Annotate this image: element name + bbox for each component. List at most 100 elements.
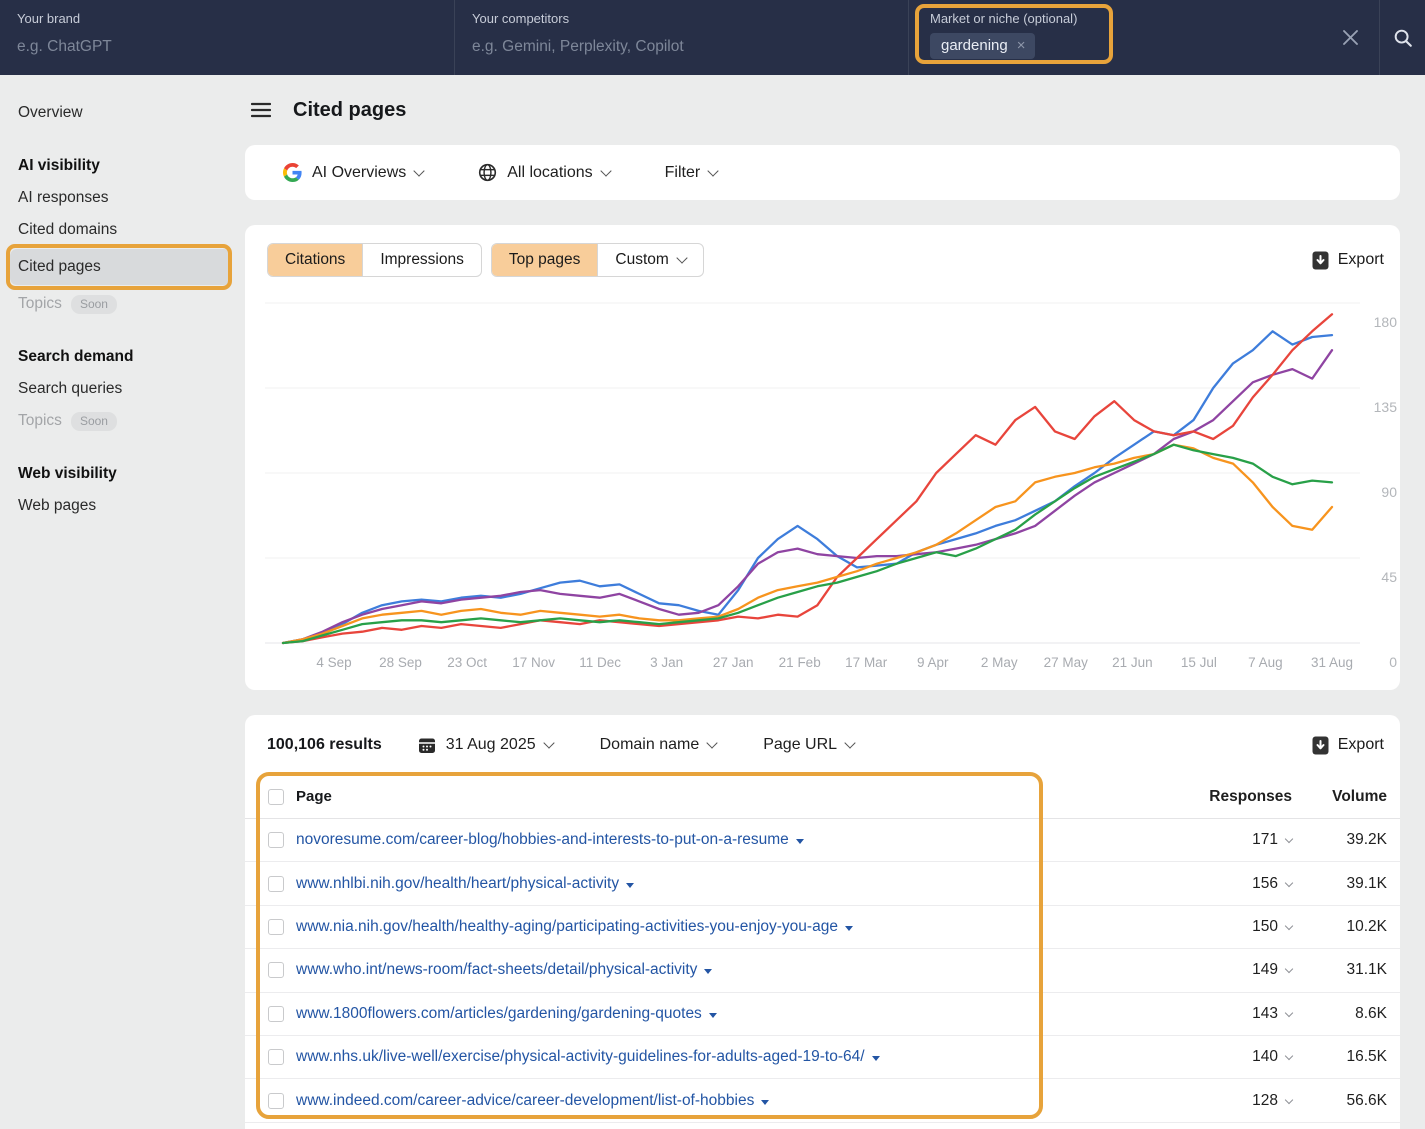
- sidebar-item-label: Topics: [18, 295, 62, 312]
- page-url-link[interactable]: www.nia.nih.gov/health/healthy-aging/par…: [296, 917, 838, 935]
- tab-top-pages[interactable]: Top pages: [491, 244, 598, 276]
- search-icon: [1394, 29, 1412, 47]
- expand-caret-icon[interactable]: [626, 882, 635, 888]
- menu-icon[interactable]: [251, 102, 271, 118]
- svg-text:9 Apr: 9 Apr: [917, 655, 949, 670]
- export-label: Export: [1337, 251, 1384, 268]
- filter-label: Filter: [664, 163, 701, 181]
- expand-caret-icon[interactable]: [704, 969, 713, 975]
- calendar-icon: [418, 736, 436, 754]
- filter-dropdown[interactable]: Filter: [664, 163, 719, 182]
- export-label: Export: [1337, 736, 1384, 753]
- expand-caret-icon[interactable]: [708, 1012, 717, 1018]
- table-row: www.1800flowers.com/articles/gardening/g…: [245, 993, 1400, 1036]
- page-url-link[interactable]: www.nhlbi.nih.gov/health/heart/physical-…: [296, 874, 620, 892]
- volume-value: 39.1K: [1346, 874, 1387, 892]
- responses-value: 149: [1252, 961, 1278, 979]
- svg-text:45: 45: [1381, 569, 1397, 585]
- column-header-page[interactable]: Page: [296, 788, 332, 805]
- sidebar-item-label: Topics: [18, 412, 62, 429]
- url-mode-dropdown[interactable]: Page URL: [763, 736, 856, 754]
- sidebar-item-ai-responses[interactable]: AI responses: [18, 189, 109, 206]
- chevron-down-icon: [599, 164, 612, 177]
- sidebar-item-overview[interactable]: Overview: [18, 104, 83, 121]
- date-dropdown[interactable]: 31 Aug 2025: [418, 736, 555, 754]
- row-checkbox[interactable]: [268, 875, 284, 892]
- soon-badge: Soon: [70, 294, 117, 314]
- market-niche-input[interactable]: Market or niche (optional) gardening ×: [909, 0, 1321, 75]
- volume-value: 56.6K: [1346, 1091, 1387, 1109]
- sidebar: Overview AI visibility AI responses Cite…: [0, 75, 245, 1129]
- svg-text:28 Sep: 28 Sep: [379, 655, 422, 670]
- group-by-dropdown[interactable]: Domain name: [599, 736, 718, 754]
- page-url-link[interactable]: www.who.int/news-room/fact-sheets/detail…: [296, 961, 698, 979]
- sidebar-item-cited-domains[interactable]: Cited domains: [18, 221, 118, 238]
- close-icon: [1342, 30, 1358, 45]
- location-dropdown[interactable]: All locations: [478, 163, 612, 182]
- competitors-placeholder: e.g. Gemini, Perplexity, Copilot: [472, 38, 684, 55]
- svg-text:4 Sep: 4 Sep: [316, 655, 351, 670]
- chevron-down-icon: [676, 252, 688, 264]
- column-header-volume[interactable]: Volume: [1332, 787, 1387, 805]
- table-header-row: Page Responses Volume: [245, 775, 1400, 819]
- page-url-link[interactable]: www.nhs.uk/live-well/exercise/physical-a…: [296, 1048, 865, 1066]
- tab-custom[interactable]: Custom: [597, 244, 702, 276]
- brand-label: Your brand: [17, 11, 81, 26]
- table-row: www.nia.nih.gov/health/healthy-aging/par…: [245, 906, 1400, 950]
- table-export-button[interactable]: Export: [1312, 736, 1384, 755]
- volume-value: 10.2K: [1346, 917, 1387, 935]
- page-url-link[interactable]: www.indeed.com/career-advice/career-deve…: [296, 1091, 755, 1109]
- svg-text:31 Aug: 31 Aug: [1311, 655, 1353, 670]
- row-checkbox[interactable]: [268, 1092, 284, 1109]
- sidebar-item-topics-ai: Topics Soon: [0, 288, 245, 320]
- chart-export-button[interactable]: Export: [1312, 251, 1384, 270]
- expand-caret-icon[interactable]: [844, 925, 853, 931]
- table-row: novoresume.com/career-blog/hobbies-and-i…: [245, 819, 1400, 863]
- date-label: 31 Aug 2025: [445, 736, 536, 753]
- column-header-responses[interactable]: Responses: [1209, 787, 1292, 805]
- close-button[interactable]: [1321, 0, 1379, 75]
- competitors-input[interactable]: Your competitors e.g. Gemini, Perplexity…: [455, 0, 909, 75]
- tab-custom-label: Custom: [615, 251, 669, 268]
- responses-value: 150: [1252, 917, 1278, 935]
- responses-value: 171: [1252, 831, 1278, 849]
- svg-text:17 Nov: 17 Nov: [512, 655, 555, 670]
- chevron-down-icon: [542, 737, 555, 749]
- chevron-down-icon: [707, 164, 719, 177]
- sidebar-item-search-queries[interactable]: Search queries: [18, 380, 123, 397]
- row-checkbox[interactable]: [268, 962, 284, 979]
- responses-value: 128: [1252, 1091, 1278, 1109]
- tag-remove-icon[interactable]: ×: [1016, 37, 1026, 54]
- tab-citations[interactable]: Citations: [268, 244, 363, 276]
- mode-toggle: Top pages Custom: [490, 243, 704, 277]
- page-url-link[interactable]: www.1800flowers.com/articles/gardening/g…: [296, 1004, 702, 1022]
- page-url-link[interactable]: novoresume.com/career-blog/hobbies-and-i…: [296, 831, 789, 849]
- group-by-label: Domain name: [599, 736, 700, 753]
- metric-toggle: Citations Impressions: [267, 243, 482, 277]
- search-button[interactable]: [1379, 0, 1425, 75]
- engine-label: AI Overviews: [312, 163, 407, 181]
- brand-input[interactable]: Your brand e.g. ChatGPT: [0, 0, 455, 75]
- citations-chart-card: Citations Impressions Top pages Custom: [245, 225, 1400, 690]
- expand-caret-icon[interactable]: [761, 1099, 770, 1105]
- cited-pages-table-card: 100,106 results 31 Aug 2025: [245, 715, 1400, 1129]
- engine-dropdown[interactable]: AI Overviews: [283, 163, 425, 182]
- row-checkbox[interactable]: [268, 832, 284, 849]
- market-tag-gardening[interactable]: gardening ×: [930, 33, 1035, 59]
- row-checkbox[interactable]: [268, 918, 284, 935]
- volume-value: 39.2K: [1346, 831, 1387, 849]
- row-checkbox[interactable]: [268, 1049, 284, 1066]
- sidebar-item-cited-pages[interactable]: Cited pages: [6, 244, 232, 290]
- svg-text:27 May: 27 May: [1044, 655, 1089, 670]
- responses-value: 143: [1252, 1004, 1278, 1022]
- svg-text:21 Feb: 21 Feb: [779, 655, 821, 670]
- svg-text:3 Jan: 3 Jan: [650, 655, 683, 670]
- svg-text:17 Mar: 17 Mar: [845, 655, 888, 670]
- select-all-checkbox[interactable]: [268, 788, 284, 805]
- filters-toolbar: AI Overviews All locations Filter: [245, 145, 1400, 200]
- expand-caret-icon[interactable]: [795, 839, 804, 845]
- expand-caret-icon[interactable]: [871, 1056, 880, 1062]
- sidebar-item-web-pages[interactable]: Web pages: [18, 497, 97, 514]
- tab-impressions[interactable]: Impressions: [362, 244, 481, 276]
- row-checkbox[interactable]: [268, 1005, 284, 1022]
